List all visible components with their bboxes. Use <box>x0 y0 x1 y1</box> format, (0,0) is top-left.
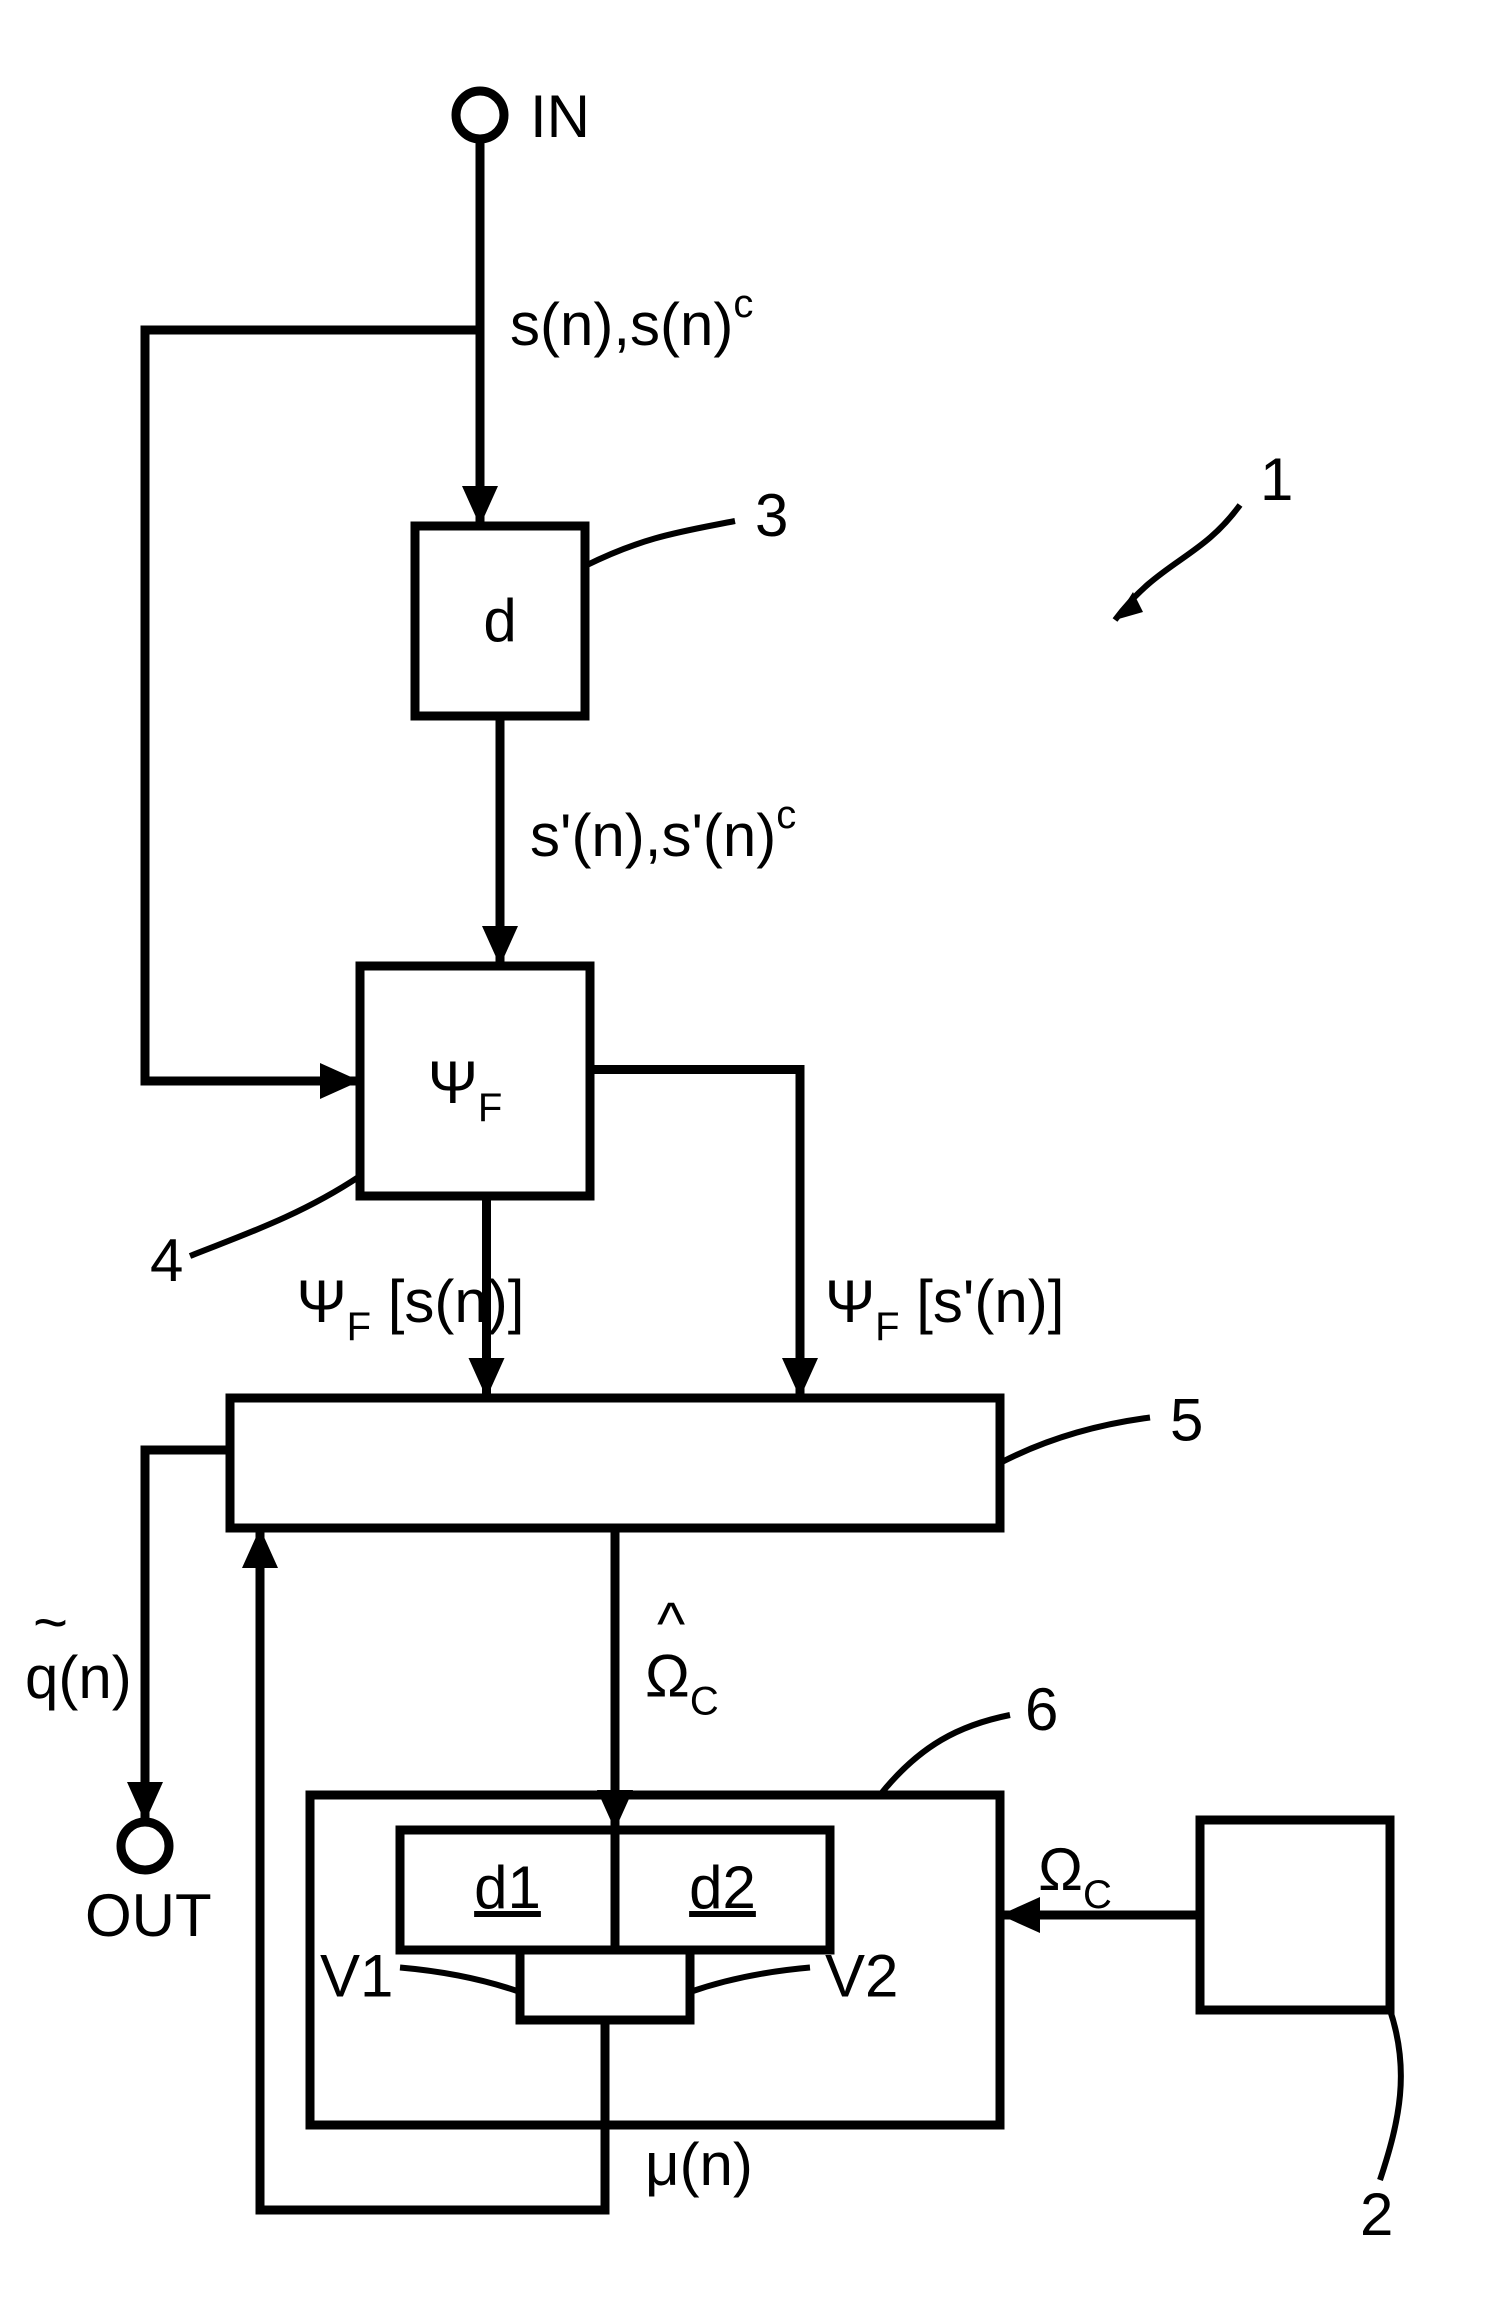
label-in: IN <box>530 83 590 150</box>
ref-2: 2 <box>1360 2181 1393 2248</box>
label-q-tilde-mark: ~ <box>33 1589 68 1656</box>
block-d-label: d <box>483 587 516 654</box>
ref-6: 6 <box>1025 1676 1058 1743</box>
terminal-in <box>456 91 504 139</box>
leader-4 <box>190 1176 360 1256</box>
block-psi-label: ΨF <box>428 1049 503 1130</box>
label-d1: d1 <box>474 1854 541 1921</box>
block-processor <box>230 1398 1000 1528</box>
leader-v1 <box>400 1968 520 1993</box>
leader-5 <box>1000 1418 1150 1464</box>
leader-2 <box>1380 2010 1401 2180</box>
label-v2: V2 <box>825 1943 898 2010</box>
leader-6 <box>880 1715 1010 1795</box>
label-mu: μ(n) <box>645 2131 753 2198</box>
block-2 <box>1200 1820 1390 2010</box>
label-out: OUT <box>85 1882 212 1949</box>
leader-v2 <box>690 1968 810 1993</box>
ref-3: 3 <box>755 482 788 549</box>
label-spn: s'(n),s'(n)c <box>530 793 796 869</box>
block-v <box>520 1950 690 2020</box>
leader-3 <box>585 521 735 566</box>
terminal-out <box>121 1822 169 1870</box>
wire-psi-out2 <box>590 1070 800 1399</box>
label-d2: d2 <box>689 1854 756 1921</box>
wire-proc-to-out <box>145 1450 230 1822</box>
label-v1: V1 <box>320 1943 393 2010</box>
ref-1: 1 <box>1260 446 1293 513</box>
ref-5: 5 <box>1170 1387 1203 1454</box>
ref-4: 4 <box>150 1227 183 1294</box>
label-sn: s(n),s(n)c <box>510 282 753 358</box>
label-omega-hat-caret: ^ <box>657 1591 685 1658</box>
label-omega-c: ΩC <box>1038 1836 1112 1917</box>
label-psi-spn: ΨF [s'(n)] <box>825 1268 1064 1349</box>
